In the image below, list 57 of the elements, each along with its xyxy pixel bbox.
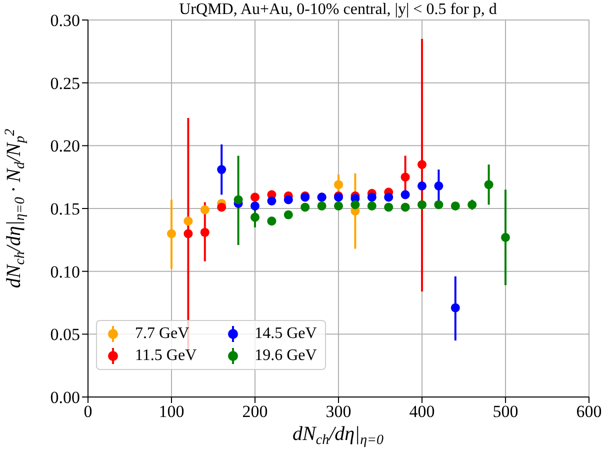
point xyxy=(367,192,376,202)
point xyxy=(234,195,243,204)
y-tick-label: 0.15 xyxy=(50,200,80,219)
point xyxy=(350,200,360,210)
legend-label: 11.5 GeV xyxy=(135,347,197,365)
legend-label: 7.7 GeV xyxy=(135,325,190,343)
point xyxy=(334,180,344,190)
point xyxy=(400,190,410,200)
point xyxy=(384,202,394,212)
x-tick-label: 400 xyxy=(409,402,435,422)
y-tick-label: 0.05 xyxy=(50,325,80,344)
x-tick-label: 200 xyxy=(242,402,268,422)
point xyxy=(400,202,410,212)
point xyxy=(217,165,226,174)
point xyxy=(434,181,444,190)
point xyxy=(217,202,226,212)
y-tick-label: 0.20 xyxy=(50,136,80,156)
point xyxy=(267,216,276,226)
chart-title: UrQMD, Au+Au, 0-10% central, |y| < 0.5 for p, d xyxy=(179,1,497,18)
point xyxy=(250,192,260,202)
point xyxy=(417,160,427,170)
legend-label: 19.6 GeV xyxy=(254,347,317,365)
y-tick-label: 0.30 xyxy=(50,11,80,30)
x-tick-label: 0 xyxy=(84,402,92,422)
x-tick-label: 100 xyxy=(158,402,184,422)
point xyxy=(250,201,260,210)
point xyxy=(468,200,477,210)
point xyxy=(450,303,460,312)
point xyxy=(450,201,460,210)
point xyxy=(184,216,193,226)
x-tick-label: 500 xyxy=(492,402,518,422)
point xyxy=(184,229,193,238)
x-axis-title: dN$_{ch}$/dη|$_{η=0}$ xyxy=(292,423,384,448)
point xyxy=(400,172,410,182)
point xyxy=(300,202,310,212)
point xyxy=(434,200,444,210)
point xyxy=(284,210,293,220)
point xyxy=(334,201,344,210)
point xyxy=(367,201,376,210)
x-tick-label: 600 xyxy=(576,402,602,422)
point xyxy=(417,200,427,210)
point xyxy=(500,232,510,242)
point xyxy=(417,181,427,190)
point xyxy=(384,192,394,202)
point xyxy=(267,196,276,206)
x-tick-label: 300 xyxy=(326,402,352,422)
legend-label: 14.5 GeV xyxy=(254,325,317,343)
y-tick-label: 0.00 xyxy=(50,388,80,408)
y-tick-label: 0.25 xyxy=(50,74,80,93)
point xyxy=(484,180,494,190)
point xyxy=(317,201,326,210)
point xyxy=(200,205,210,214)
point xyxy=(200,228,210,237)
y-tick-label: 0.10 xyxy=(50,262,80,282)
point xyxy=(166,229,176,238)
point xyxy=(284,195,293,204)
point xyxy=(250,212,260,222)
